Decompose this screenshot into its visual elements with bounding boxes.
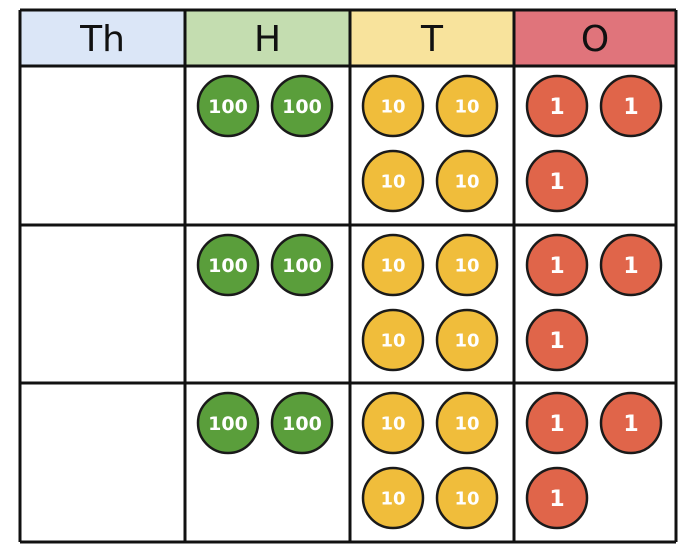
one-counter-disc [525,391,589,455]
one-counter: 1 [525,74,589,138]
ten-counter: 10 [435,308,499,372]
one-counter-disc [525,233,589,297]
ten-counter-label: 10 [454,96,479,117]
ten-counter-disc [361,308,425,372]
one-counter-disc [599,74,663,138]
ten-counter-disc [361,391,425,455]
ten-counter-disc [435,149,499,213]
ten-counter-label: 10 [454,171,479,192]
hundred-counter-label: 100 [282,413,322,435]
one-counter-label: 1 [623,95,638,120]
ten-counter: 10 [435,149,499,213]
ten-counter-disc [435,466,499,530]
one-counter-label: 1 [549,170,564,195]
one-counter-disc [599,391,663,455]
one-counter: 1 [525,308,589,372]
one-counter-disc [525,149,589,213]
ten-counter-label: 10 [380,171,405,192]
one-counter-disc [525,466,589,530]
ten-counter-label: 10 [454,413,479,434]
ten-counter: 10 [435,233,499,297]
header-label-h: H [254,19,281,60]
one-counter: 1 [599,74,663,138]
ten-counter-disc [435,233,499,297]
header-label-th: Th [79,19,125,60]
one-counter: 1 [525,149,589,213]
one-counter: 1 [599,233,663,297]
hundred-counter-disc [270,391,334,455]
hundred-counter: 100 [270,74,334,138]
ten-counter-disc [361,149,425,213]
hundred-counter: 100 [196,74,260,138]
hundred-counter-disc [196,74,260,138]
hundred-counter-label: 100 [208,255,248,277]
ten-counter: 10 [361,233,425,297]
hundred-counter-label: 100 [208,413,248,435]
one-counter-disc [525,308,589,372]
hundred-counter-disc [270,233,334,297]
one-counter-label: 1 [549,412,564,437]
one-counter-label: 1 [549,95,564,120]
one-counter-disc [525,74,589,138]
ten-counter: 10 [435,74,499,138]
header-label-o: O [581,19,609,60]
hundred-counter-disc [270,74,334,138]
one-counter-label: 1 [549,487,564,512]
hundred-counter-disc [196,233,260,297]
ten-counter-label: 10 [380,330,405,351]
ten-counter-label: 10 [380,488,405,509]
hundred-counter-disc [196,391,260,455]
hundred-counter-label: 100 [208,96,248,118]
header-cell-th [20,10,185,66]
one-counter-label: 1 [623,412,638,437]
ten-counter-label: 10 [454,330,479,351]
header-cell-h [185,10,350,66]
ten-counter-disc [361,74,425,138]
ten-counter-label: 10 [380,255,405,276]
one-counter-disc [599,233,663,297]
ten-counter: 10 [361,149,425,213]
ten-counter-disc [435,391,499,455]
header-cell-t [350,10,514,66]
ten-counter-disc [361,233,425,297]
ten-counter: 10 [361,391,425,455]
ten-counter: 10 [435,466,499,530]
one-counter: 1 [599,391,663,455]
one-counter: 1 [525,466,589,530]
one-counter-label: 1 [549,329,564,354]
hundred-counter: 100 [270,391,334,455]
ten-counter: 10 [361,466,425,530]
ten-counter: 10 [435,391,499,455]
hundred-counter-label: 100 [282,255,322,277]
hundred-counter-label: 100 [282,96,322,118]
ten-counter-label: 10 [454,488,479,509]
hundred-counter: 100 [196,391,260,455]
ten-counter-label: 10 [454,255,479,276]
one-counter: 1 [525,391,589,455]
one-counter-label: 1 [549,254,564,279]
one-counter-label: 1 [623,254,638,279]
hundred-counter: 100 [196,233,260,297]
ten-counter: 10 [361,308,425,372]
header-label-t: T [420,19,444,60]
ten-counter: 10 [361,74,425,138]
header-cell-o [514,10,676,66]
ten-counter-disc [435,308,499,372]
ten-counter-disc [435,74,499,138]
one-counter: 1 [525,233,589,297]
ten-counter-label: 10 [380,96,405,117]
ten-counter-disc [361,466,425,530]
hundred-counter: 100 [270,233,334,297]
ten-counter-label: 10 [380,413,405,434]
